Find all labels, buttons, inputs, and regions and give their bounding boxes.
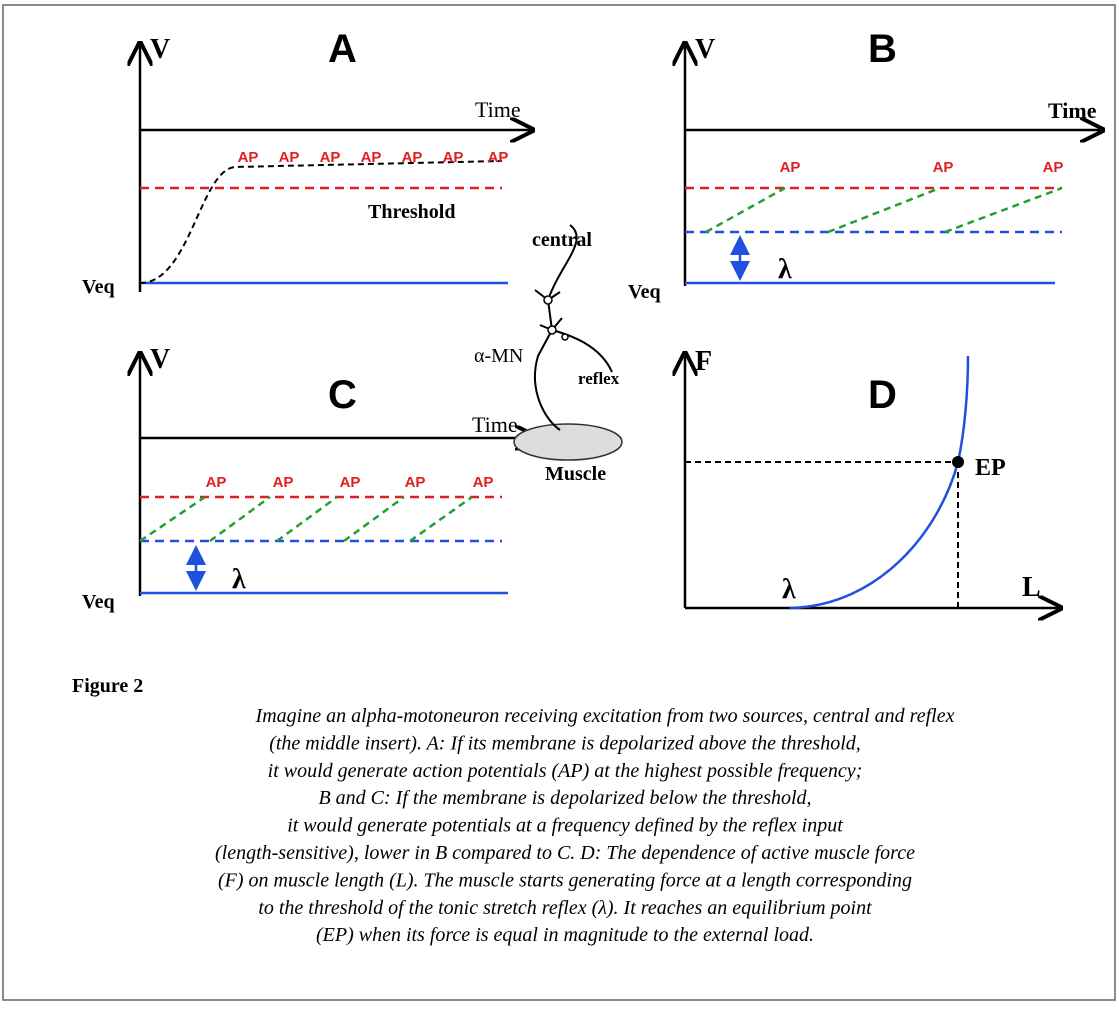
ap-label: AP: [402, 149, 423, 166]
ap-label: AP: [279, 149, 300, 166]
ep-label: EP: [975, 455, 1006, 481]
veq-label: Veq: [82, 591, 115, 613]
panel-label: C: [328, 373, 357, 417]
caption-line: (EP) when its force is equal in magnitud…: [316, 924, 814, 946]
ap-label: AP: [473, 474, 494, 491]
caption-line: (the middle insert). A: If its membrane …: [269, 732, 861, 754]
y-axis-label: V: [150, 34, 170, 65]
ap-label: AP: [488, 149, 509, 166]
x-axis-label: Time: [472, 412, 518, 437]
ap-label: AP: [206, 474, 227, 491]
ap-label: AP: [1043, 159, 1064, 176]
x-axis-label: Time: [1048, 98, 1097, 123]
caption-line: it would generate potentials at a freque…: [287, 815, 843, 837]
veq-label: Veq: [628, 281, 661, 303]
neuron-insert: central α-MN reflex Muscle: [474, 224, 623, 485]
caption-line: B and C: If the membrane is depolarized …: [318, 787, 811, 809]
lambda-label: λ: [782, 574, 796, 605]
caption-line: (F) on muscle length (L). The muscle sta…: [218, 869, 912, 891]
veq-label: Veq: [82, 276, 115, 298]
panel-label: A: [328, 27, 357, 71]
frame: [2, 4, 1116, 1001]
ap-label: AP: [238, 149, 259, 166]
ap-label: AP: [933, 159, 954, 176]
neuron-label: α-MN: [474, 345, 523, 367]
ap-label: AP: [780, 159, 801, 176]
ap-label: AP: [340, 474, 361, 491]
ap-label: AP: [320, 149, 341, 166]
caption-title: Figure 2: [72, 675, 143, 697]
lambda-label: λ: [778, 254, 792, 285]
panel-label: B: [868, 27, 897, 71]
panel-c: V C Time AP AP AP AP AP λ Veq: [82, 344, 535, 613]
ap-label: AP: [361, 149, 382, 166]
panel-a: V A Time AP AP AP AP AP AP AP Threshold Veq: [82, 27, 530, 298]
caption-line: (length-sensitive), lower in B compared …: [215, 842, 915, 864]
ap-label: AP: [405, 474, 426, 491]
threshold-label: Threshold: [368, 201, 455, 223]
x-axis-label: L: [1022, 572, 1041, 603]
y-axis-label: F: [695, 346, 712, 377]
panel-label: D: [868, 373, 897, 417]
caption-line: Imagine an alpha-motoneuron receiving ex…: [255, 705, 955, 727]
caption-line: it would generate action potentials (AP)…: [268, 760, 863, 782]
caption-line: to the threshold of the tonic stretch re…: [258, 897, 872, 919]
central-label: central: [532, 229, 592, 251]
ap-label: AP: [273, 474, 294, 491]
panel-b: V B Time AP AP AP λ Veq: [628, 27, 1100, 303]
lambda-label: λ: [232, 564, 246, 595]
panel-d: F D L EP λ: [685, 346, 1058, 608]
y-axis-label: V: [695, 34, 715, 65]
reflex-label: reflex: [578, 369, 620, 388]
y-axis-label: V: [150, 344, 170, 375]
x-axis-label: Time: [475, 97, 521, 122]
ap-label: AP: [443, 149, 464, 166]
muscle-label: Muscle: [545, 463, 606, 485]
